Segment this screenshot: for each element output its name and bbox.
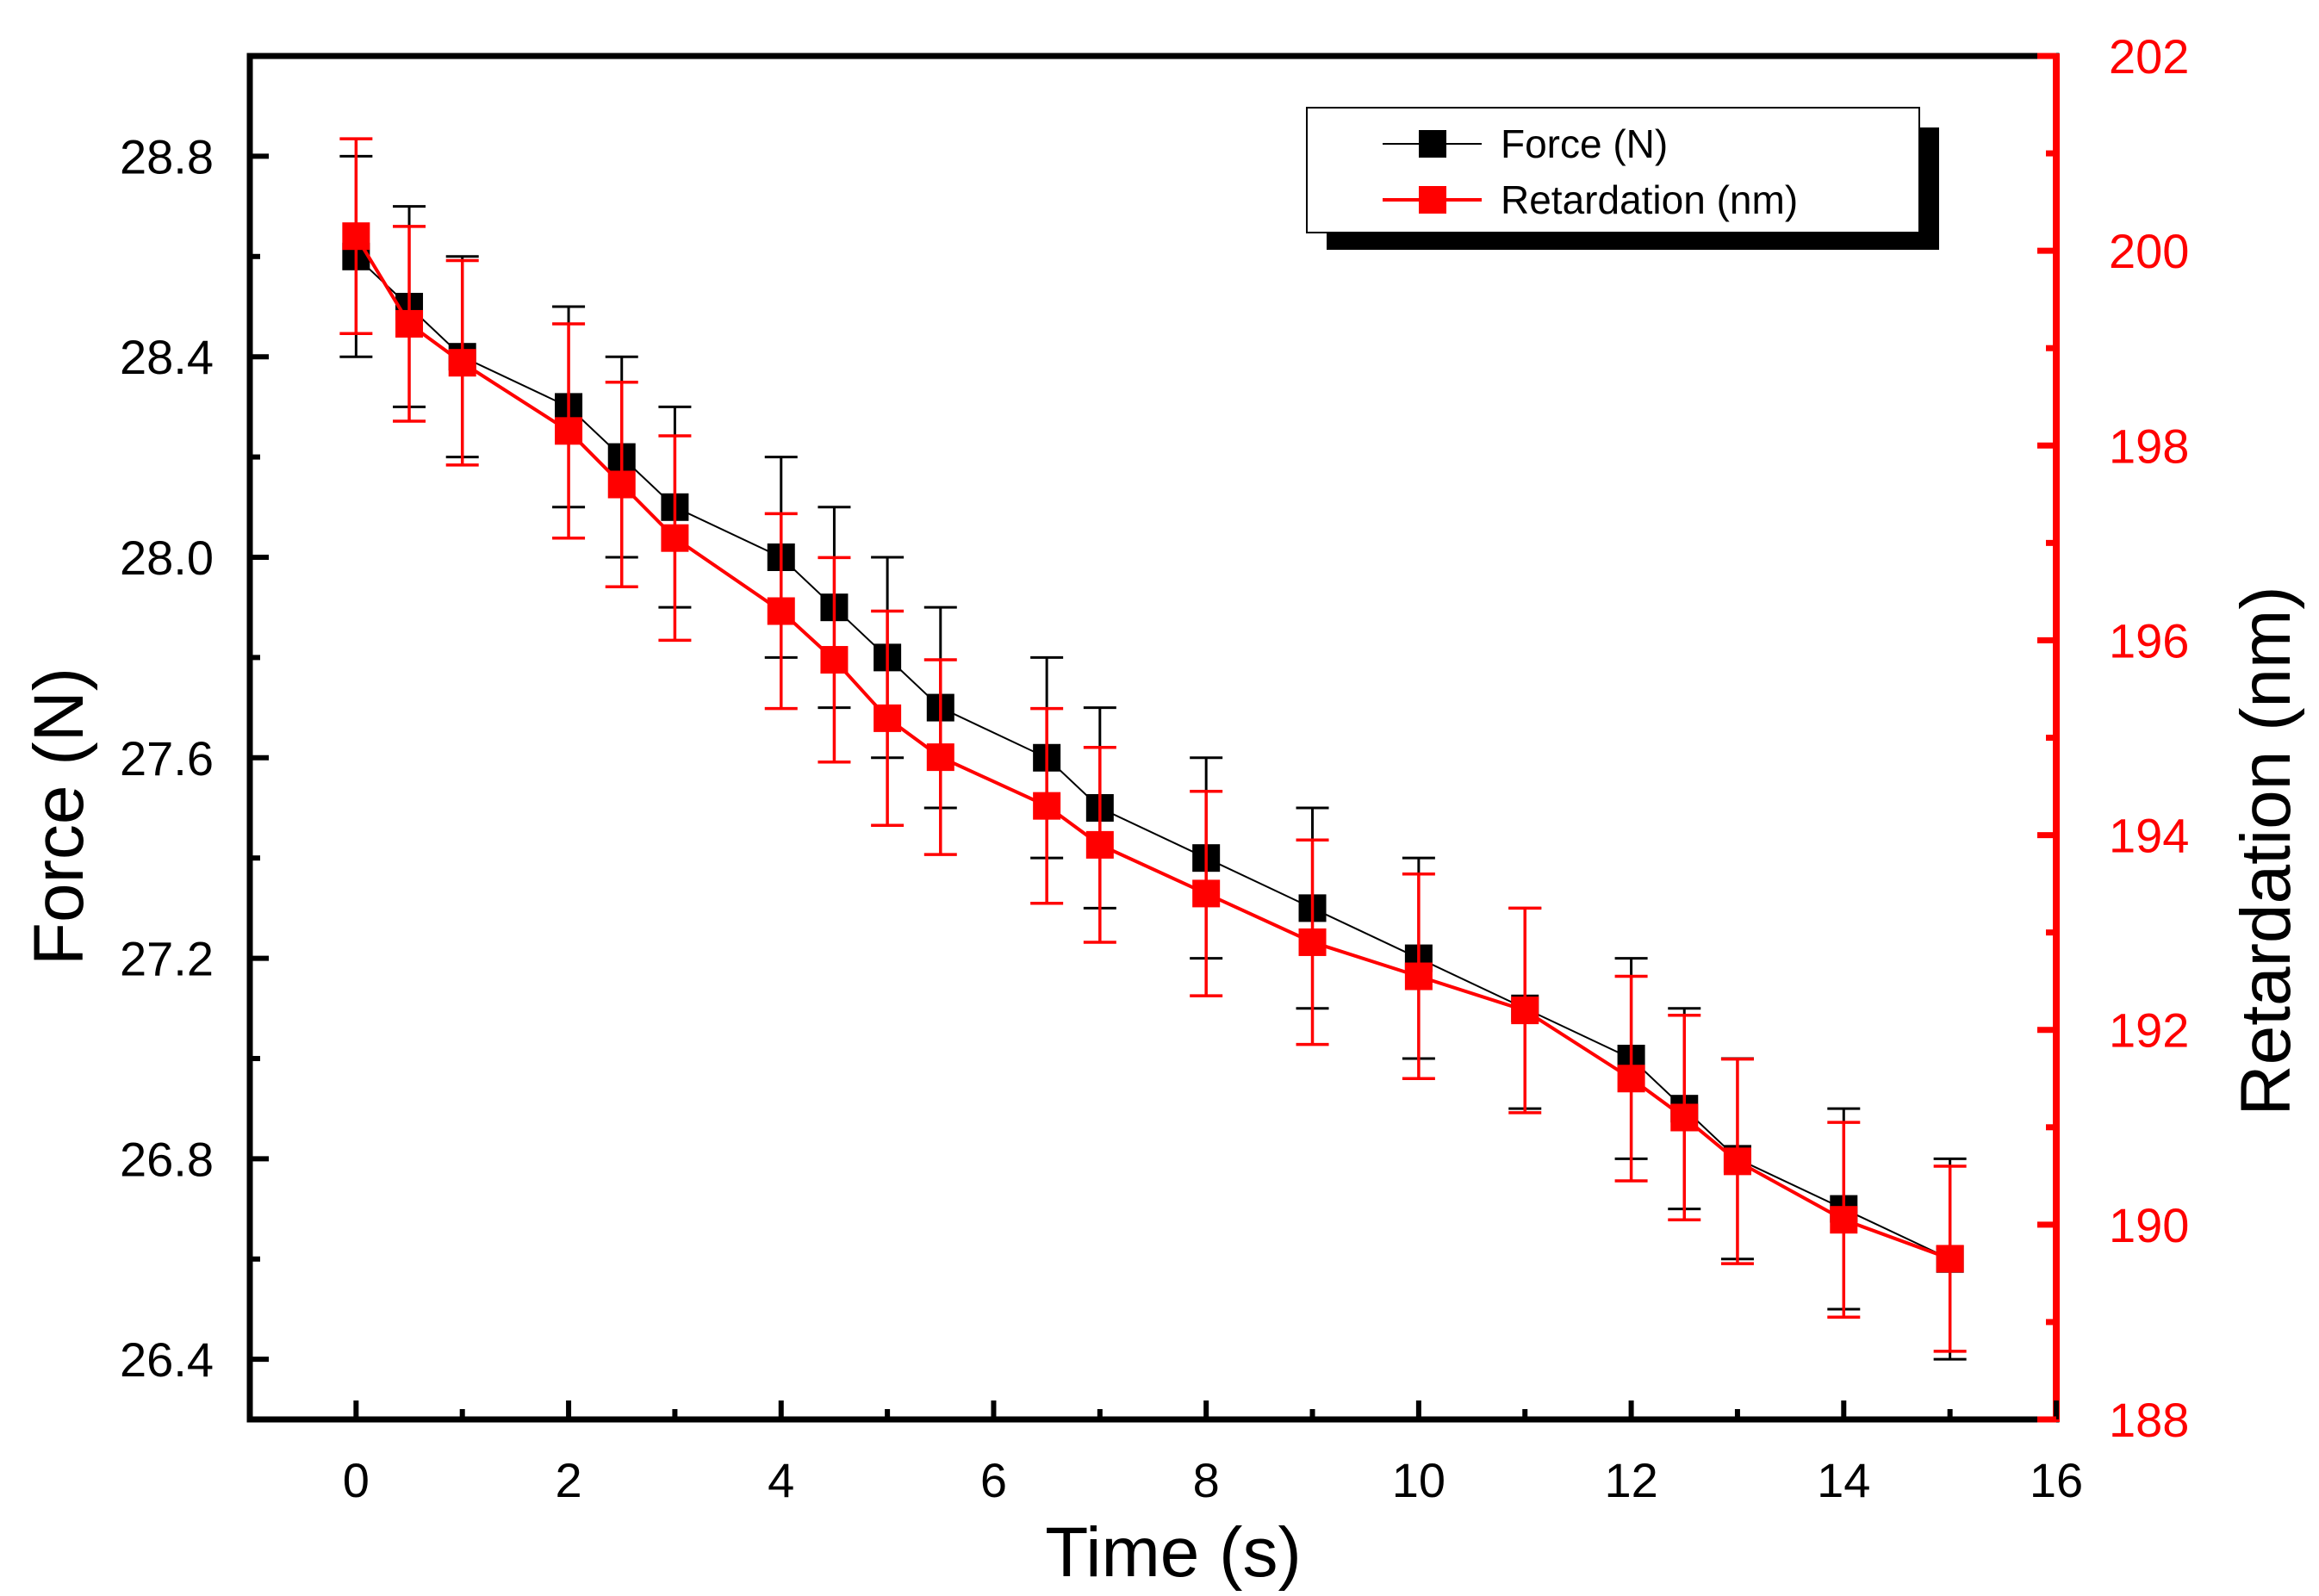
y2-tick-label: 196	[2109, 613, 2189, 668]
data-point	[395, 309, 424, 338]
x-tick-label: 0	[343, 1453, 370, 1507]
y2-tick-label: 192	[2109, 1003, 2189, 1058]
legend-force-marker	[1419, 130, 1446, 158]
legend: Force (N) Retardation (nm)	[1306, 107, 1939, 250]
data-point	[1670, 1103, 1699, 1132]
x-tick-label: 16	[2030, 1453, 2083, 1507]
y2-axis-title: Retardation (nm)	[2227, 586, 2305, 1115]
y-tick-label: 26.4	[120, 1332, 214, 1387]
data-point	[1192, 879, 1221, 908]
legend-box	[1306, 107, 1920, 233]
data-point	[1511, 997, 1539, 1025]
y2-tick-label: 202	[2109, 29, 2189, 84]
legend-retardation-marker	[1419, 186, 1446, 214]
legend-retardation-label: Retardation (nm)	[1501, 177, 1798, 222]
data-point	[820, 646, 849, 674]
series-layer	[339, 137, 1967, 1361]
data-point	[1298, 928, 1327, 956]
series-retardation	[339, 137, 1967, 1353]
y-axis-title: Force (N)	[20, 668, 98, 966]
data-point	[1617, 1065, 1645, 1093]
x-tick-label: 6	[980, 1453, 1007, 1507]
data-point	[607, 470, 636, 499]
data-point	[555, 417, 583, 445]
y2-tick-label: 190	[2109, 1198, 2189, 1252]
data-point	[926, 743, 954, 772]
data-point	[661, 524, 689, 552]
y-tick-label: 28.0	[120, 531, 214, 585]
y-tick-label: 27.2	[120, 932, 214, 986]
data-point	[342, 222, 370, 251]
x-tick-label: 14	[1817, 1453, 1870, 1507]
y2-tick-label: 200	[2109, 224, 2189, 278]
x-tick-label: 2	[555, 1453, 581, 1507]
x-axis-title: Time (s)	[1045, 1513, 1302, 1592]
data-point	[448, 349, 476, 377]
y2-tick-label: 198	[2109, 419, 2189, 473]
y-tick-label: 28.8	[120, 129, 214, 183]
x-tick-label: 12	[1604, 1453, 1657, 1507]
y-tick-label: 26.8	[120, 1132, 214, 1186]
data-point	[1936, 1245, 1964, 1273]
data-point	[874, 704, 902, 732]
data-point	[1723, 1147, 1751, 1176]
x-tick-label: 8	[1193, 1453, 1220, 1507]
x-tick-label: 10	[1392, 1453, 1445, 1507]
data-point	[1830, 1206, 1858, 1234]
y-tick-label: 27.6	[120, 731, 214, 786]
y2-tick-label: 188	[2109, 1393, 2189, 1447]
data-point	[1404, 962, 1433, 991]
y2-tick-label: 194	[2109, 809, 2189, 863]
x-tick-label: 4	[768, 1453, 794, 1507]
y-tick-label: 28.4	[120, 330, 214, 384]
axes-layer: 0 2 4 6 8 10 12 14 16 26.4 26.8 27.2 27.6 28.0 28.4 28.…	[120, 29, 2189, 1507]
data-point	[1085, 830, 1114, 859]
data-point	[1033, 792, 1061, 820]
data-point	[767, 597, 795, 625]
legend-force-label: Force (N)	[1501, 121, 1668, 166]
